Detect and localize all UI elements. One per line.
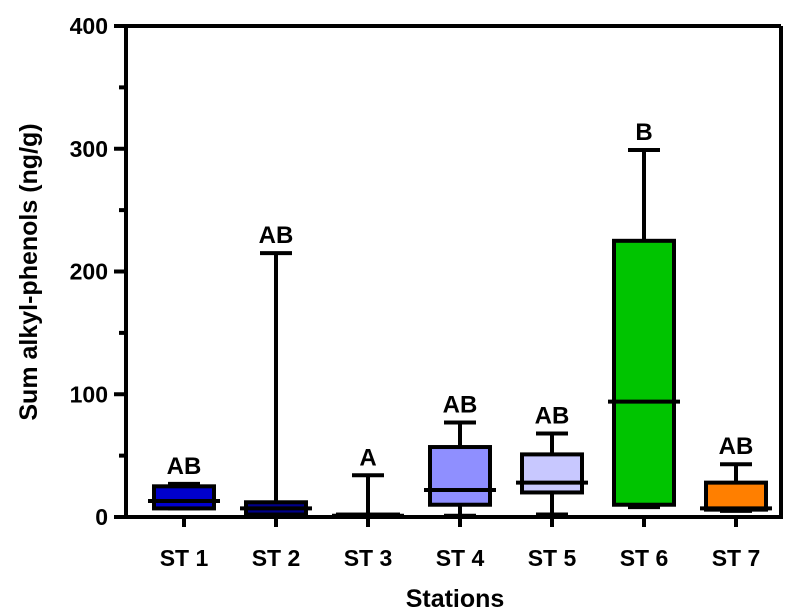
y-tick-label: 400 (70, 13, 108, 39)
significance-letter: AB (259, 222, 294, 249)
box-series: AB AB A AB AB B AB (148, 119, 772, 519)
box-st-6: B (608, 119, 680, 510)
y-tick-label: 300 (70, 136, 108, 162)
iqr-box (428, 445, 492, 507)
x-tick-label: ST 2 (252, 545, 301, 571)
significance-letter: AB (443, 391, 478, 418)
y-axis-label: Sum alkyl-phenols (ng/g) (15, 123, 43, 420)
box-st-1: AB (148, 453, 220, 511)
x-tick-label: ST 3 (344, 545, 393, 571)
y-tick-label: 100 (70, 381, 108, 407)
box-st-5: AB (516, 403, 588, 517)
x-tick-label: ST 6 (620, 545, 669, 571)
significance-letter: AB (719, 433, 754, 460)
x-tick-label: ST 4 (436, 545, 485, 571)
significance-letter: B (635, 119, 652, 146)
x-tick-label: ST 5 (528, 545, 577, 571)
x-tick-label: ST 1 (160, 545, 209, 571)
iqr-box (152, 484, 216, 511)
box-st-7: AB (700, 433, 772, 513)
box-st-2: AB (240, 222, 312, 518)
box-st-4: AB (424, 391, 496, 518)
iqr-box (704, 480, 768, 512)
axes (114, 24, 783, 527)
significance-letter: AB (535, 403, 570, 430)
iqr-box (612, 238, 676, 507)
iqr-box (520, 452, 584, 495)
y-tick-label: 200 (70, 259, 108, 285)
significance-letter: AB (167, 453, 202, 480)
y-tick-labels: 0 100 200 300 400 (70, 13, 108, 530)
y-tick-label: 0 (95, 504, 108, 530)
x-tick-labels: ST 1 ST 2 ST 3 ST 4 ST 5 ST 6 ST 7 (160, 545, 761, 571)
box-st-3: A (332, 444, 404, 519)
x-axis-label: Stations (406, 585, 505, 612)
significance-letter: A (359, 444, 376, 471)
x-tick-label: ST 7 (712, 545, 761, 571)
